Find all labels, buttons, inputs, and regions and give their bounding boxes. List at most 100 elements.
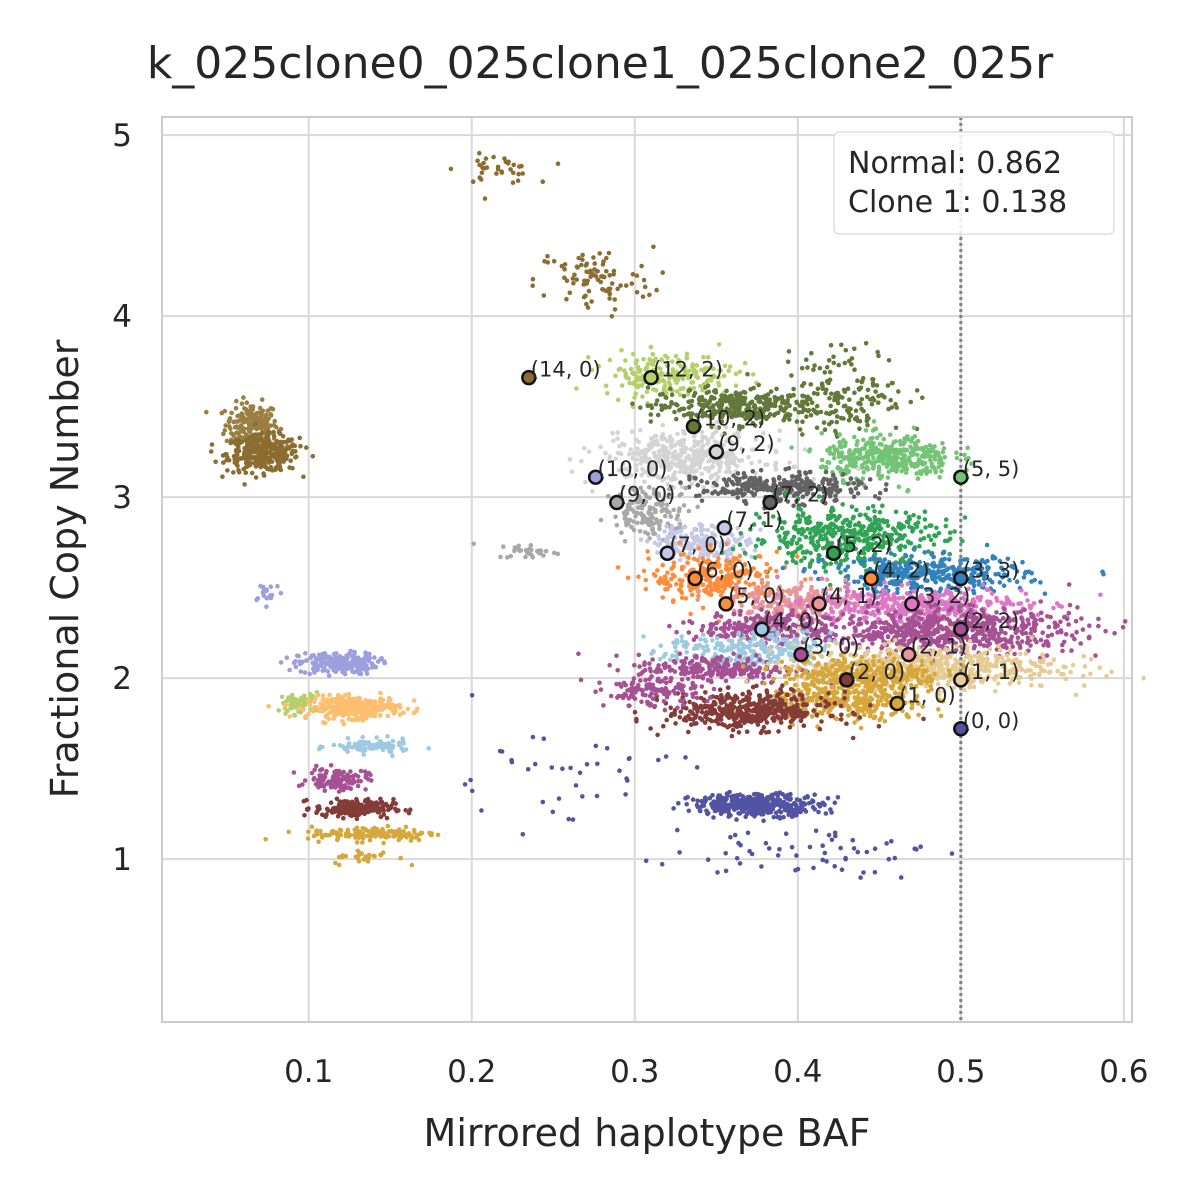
data-point [733, 455, 738, 461]
data-point [271, 422, 277, 428]
data-point [835, 465, 841, 470]
data-point [780, 400, 785, 405]
data-point [701, 381, 707, 387]
data-point [329, 810, 335, 815]
data-point [494, 171, 499, 176]
data-point [666, 375, 672, 381]
data-point [827, 369, 833, 375]
data-point [854, 442, 859, 448]
data-point [309, 770, 315, 776]
data-point [885, 383, 891, 388]
data-point [286, 446, 292, 451]
data-point [392, 703, 397, 709]
data-point [360, 718, 366, 723]
data-point [828, 509, 834, 514]
data-point [700, 405, 706, 411]
data-point [376, 806, 382, 811]
data-point [615, 436, 620, 441]
data-point [613, 373, 618, 379]
data-point [719, 419, 725, 424]
data-point [236, 413, 241, 419]
data-point [681, 469, 686, 475]
data-point [750, 372, 756, 377]
data-point [852, 367, 857, 373]
data-point [855, 438, 860, 444]
data-point [898, 442, 903, 447]
data-point [646, 473, 652, 478]
data-point [896, 463, 902, 469]
data-point [378, 699, 383, 704]
data-point [258, 425, 264, 431]
data-point [633, 360, 639, 366]
data-point [363, 650, 368, 655]
data-point [356, 716, 362, 722]
data-point [261, 587, 267, 592]
data-point [640, 294, 646, 300]
data-point [803, 470, 808, 476]
data-point [878, 432, 883, 438]
data-point [356, 697, 362, 702]
data-point [631, 371, 636, 377]
data-point [256, 410, 262, 415]
data-point [808, 382, 814, 387]
data-point [331, 665, 336, 671]
data-point [223, 423, 228, 428]
data-point [605, 391, 610, 396]
data-point [624, 517, 629, 522]
data-point [697, 402, 703, 407]
data-point [335, 813, 341, 819]
data-point [381, 840, 386, 846]
data-point [865, 515, 870, 521]
data-point [787, 460, 792, 465]
data-point [855, 491, 861, 496]
data-point [323, 720, 328, 726]
data-point [927, 469, 933, 474]
data-point [316, 839, 321, 844]
data-point [629, 281, 635, 286]
data-point [426, 746, 432, 751]
data-point [928, 537, 934, 543]
data-point [858, 385, 864, 391]
data-point [675, 402, 680, 408]
data-point [324, 806, 330, 812]
data-point [284, 439, 290, 445]
data-point [403, 808, 409, 813]
data-point [727, 364, 733, 369]
data-point [620, 461, 626, 467]
data-point [896, 484, 902, 490]
data-point [540, 179, 546, 184]
data-point [276, 454, 282, 460]
data-point [358, 706, 363, 712]
point-cluster [574, 342, 759, 410]
data-point [915, 476, 921, 481]
data-point [715, 409, 720, 415]
data-point [257, 416, 263, 422]
data-point [369, 661, 375, 667]
data-point [717, 404, 722, 410]
data-point [733, 371, 739, 377]
data-point [788, 394, 793, 399]
data-point [831, 455, 837, 461]
data-point [783, 413, 788, 418]
data-point [892, 453, 898, 459]
data-point [660, 432, 666, 437]
data-point [698, 383, 703, 389]
data-point [277, 461, 282, 466]
data-point [709, 523, 715, 529]
data-point [635, 385, 640, 390]
data-point [807, 469, 813, 475]
data-point [330, 781, 336, 786]
data-point [341, 776, 347, 782]
data-point [691, 434, 697, 439]
data-point [887, 461, 892, 467]
data-point [384, 832, 389, 838]
data-point [654, 287, 659, 293]
data-point [674, 416, 679, 422]
data-point [648, 344, 654, 350]
data-point [721, 410, 727, 416]
data-point [952, 529, 957, 534]
data-point [647, 357, 652, 362]
data-point [827, 451, 833, 456]
data-point [804, 357, 809, 363]
data-point [541, 293, 547, 298]
